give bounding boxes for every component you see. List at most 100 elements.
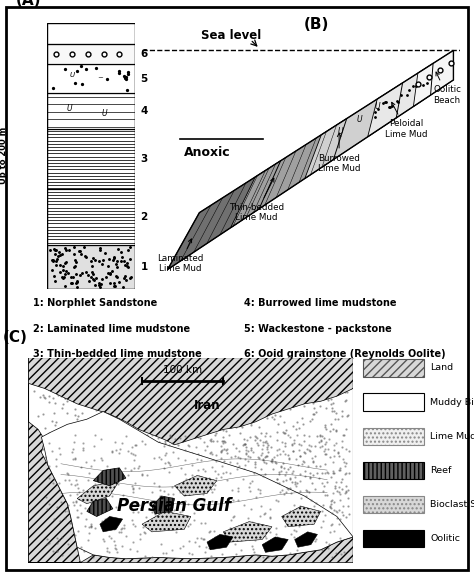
Point bbox=[65, 475, 73, 484]
Point bbox=[119, 432, 127, 441]
Point bbox=[262, 380, 270, 389]
Point bbox=[186, 389, 193, 399]
Point bbox=[231, 545, 239, 554]
Point bbox=[227, 400, 235, 410]
Point bbox=[42, 492, 50, 501]
Point bbox=[64, 509, 72, 519]
Point bbox=[246, 478, 254, 487]
Point bbox=[220, 402, 228, 411]
Point bbox=[272, 512, 280, 522]
Point bbox=[206, 469, 214, 478]
Point bbox=[178, 457, 185, 466]
Point bbox=[197, 502, 204, 511]
Point bbox=[163, 470, 171, 479]
Point bbox=[113, 257, 121, 266]
Point bbox=[86, 425, 93, 434]
Point bbox=[240, 376, 247, 385]
Point bbox=[83, 491, 91, 500]
Point bbox=[280, 463, 288, 473]
Point bbox=[204, 379, 212, 388]
Point bbox=[101, 510, 109, 519]
Point bbox=[188, 549, 195, 558]
Point bbox=[67, 431, 75, 440]
Point bbox=[51, 365, 58, 374]
Point bbox=[188, 460, 196, 469]
Point bbox=[132, 358, 140, 368]
Point bbox=[112, 271, 120, 280]
Point bbox=[55, 475, 63, 484]
Point bbox=[256, 488, 264, 497]
Point bbox=[245, 472, 252, 481]
Text: U: U bbox=[69, 72, 74, 78]
Point bbox=[95, 280, 103, 290]
Point bbox=[247, 445, 255, 455]
Point bbox=[211, 502, 219, 511]
Point bbox=[234, 483, 242, 492]
Point bbox=[52, 246, 60, 255]
Text: Land: Land bbox=[430, 364, 454, 373]
Point bbox=[64, 469, 72, 478]
Point bbox=[69, 497, 76, 507]
Point bbox=[163, 549, 170, 558]
Point bbox=[30, 492, 38, 501]
Point bbox=[107, 485, 114, 494]
Point bbox=[99, 414, 107, 424]
Point bbox=[101, 248, 109, 257]
Point bbox=[311, 451, 319, 460]
Point bbox=[77, 542, 84, 552]
Bar bbox=[47, 64, 135, 93]
Point bbox=[161, 501, 169, 510]
Point bbox=[116, 374, 124, 383]
Point bbox=[89, 269, 97, 278]
Point bbox=[332, 548, 339, 557]
Point bbox=[219, 462, 226, 471]
Point bbox=[117, 527, 125, 537]
Point bbox=[121, 357, 128, 366]
Point bbox=[243, 359, 250, 369]
Point bbox=[44, 479, 51, 488]
Point bbox=[43, 504, 50, 513]
Point bbox=[145, 363, 153, 372]
Point bbox=[141, 552, 149, 561]
Point bbox=[345, 545, 352, 554]
Point bbox=[101, 515, 109, 524]
Point bbox=[226, 397, 233, 406]
Point bbox=[272, 500, 280, 509]
Point bbox=[220, 463, 228, 472]
Point bbox=[206, 436, 214, 445]
Point bbox=[64, 465, 72, 474]
Point bbox=[264, 448, 272, 457]
Point bbox=[273, 474, 281, 483]
Point bbox=[236, 462, 243, 471]
Point bbox=[102, 486, 109, 495]
Point bbox=[189, 407, 196, 416]
Point bbox=[117, 524, 125, 533]
Point bbox=[162, 490, 170, 500]
Point bbox=[326, 372, 333, 381]
Point bbox=[98, 477, 105, 486]
Point bbox=[183, 417, 191, 426]
Point bbox=[143, 430, 151, 439]
Point bbox=[271, 397, 278, 406]
Point bbox=[103, 74, 110, 84]
Point bbox=[329, 425, 337, 434]
Point bbox=[127, 544, 134, 553]
Point bbox=[214, 469, 222, 478]
Point bbox=[280, 458, 287, 467]
Point bbox=[330, 551, 338, 560]
Point bbox=[303, 535, 310, 544]
Point bbox=[315, 474, 323, 483]
Point bbox=[129, 449, 137, 459]
Point bbox=[218, 389, 225, 399]
Point bbox=[276, 522, 283, 531]
Point bbox=[333, 506, 340, 515]
Point bbox=[208, 416, 215, 425]
Point bbox=[223, 448, 230, 457]
Point bbox=[129, 490, 137, 499]
Point bbox=[205, 544, 213, 553]
Text: 2: Laminated lime mudstone: 2: Laminated lime mudstone bbox=[33, 324, 190, 334]
Point bbox=[102, 403, 109, 413]
Point bbox=[138, 361, 146, 370]
Point bbox=[342, 469, 350, 478]
Point bbox=[127, 465, 135, 474]
